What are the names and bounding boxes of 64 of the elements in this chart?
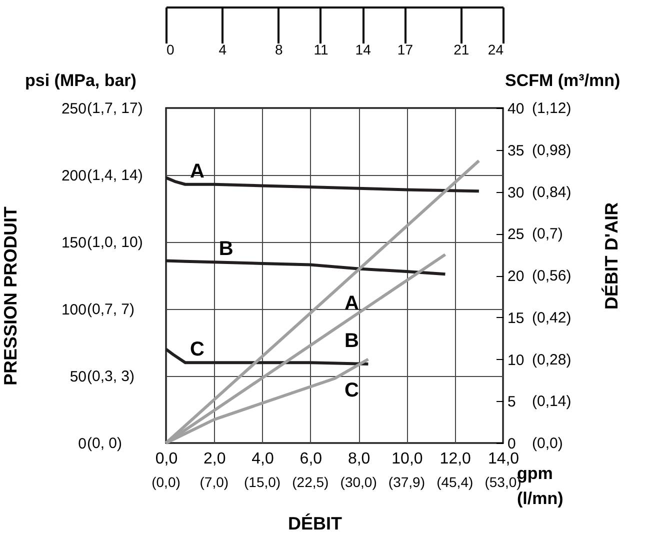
text: (15,0) <box>244 474 281 490</box>
text: (0,56) <box>532 268 572 284</box>
text: (0,0) <box>152 474 180 490</box>
x-tick-label: 12,0 <box>440 450 472 468</box>
x2-tick-label: 14 <box>355 42 372 58</box>
y2-axis-title: DÉBIT D'AIR <box>602 202 622 310</box>
text: (0,84) <box>532 184 572 201</box>
y-tick-label: 0 <box>78 436 86 452</box>
text: (45,4) <box>436 474 474 490</box>
text: SCFM (m³/mn) <box>505 71 620 90</box>
y-axis-title: PRESSION PRODUIT <box>0 206 20 386</box>
text: (37,9) <box>388 474 426 490</box>
x2-tick-label: 4 <box>218 42 227 58</box>
x2-tick-label: 0 <box>166 42 174 58</box>
text: (0,7) <box>532 226 563 243</box>
x-tick-label: 0,0 <box>155 450 178 468</box>
x-tick-label: 14,0 <box>488 450 520 468</box>
text: (0,14) <box>532 393 572 410</box>
text: (l/mn) <box>517 489 564 508</box>
series-label: B <box>344 330 359 352</box>
x-tick-label: 10,0 <box>392 450 423 468</box>
y2-tick-label: 40 <box>508 100 524 118</box>
x2-tick-label: 17 <box>397 42 414 58</box>
y2-tick-label: 35 <box>508 142 524 160</box>
y2-tick-label: 20 <box>508 268 524 285</box>
text: (1,4, 14) <box>87 167 143 184</box>
y2-tick-label: 15 <box>508 310 524 327</box>
text: (1,0, 10) <box>87 234 143 251</box>
y-tick-label: 50 <box>70 368 86 386</box>
y-tick-label: 150 <box>61 234 86 252</box>
text: psi (MPa, bar) <box>25 71 136 90</box>
y-tick-label: 100 <box>61 302 86 318</box>
series-label: B <box>218 238 234 260</box>
y-tick-label: 250 <box>61 100 86 118</box>
x-tick-label: 8,0 <box>348 450 370 468</box>
text: (30,0) <box>340 474 377 490</box>
series-label: C <box>344 380 359 402</box>
x-tick-label: 2,0 <box>204 450 226 468</box>
text: (0,3, 3) <box>87 368 135 385</box>
text: (7,0) <box>200 474 229 490</box>
x-tick-label: 6,0 <box>300 450 322 468</box>
y-tick-label: 200 <box>61 168 86 184</box>
series-label: A <box>344 292 359 314</box>
x2-tick-label: 24 <box>488 42 504 58</box>
text: (1,7, 17) <box>87 100 143 117</box>
text: (0,28) <box>532 351 572 368</box>
x-axis-title: DÉBIT <box>288 514 342 534</box>
text: (0,98) <box>532 142 572 159</box>
x2-tick-label: 21 <box>454 42 470 58</box>
text: (22,5) <box>292 474 329 490</box>
text: (0,42) <box>532 309 572 326</box>
y2-tick-label: 0 <box>508 436 516 452</box>
x2-tick-label: 11 <box>314 42 328 58</box>
text: (0,7, 7) <box>87 301 135 318</box>
y2-tick-label: 10 <box>508 352 524 369</box>
x2-tick-label: 8 <box>274 42 283 58</box>
y2-tick-label: 5 <box>508 394 516 411</box>
series-label: C <box>190 338 204 361</box>
text: (1,12) <box>532 100 572 117</box>
text: (0,0) <box>532 435 563 452</box>
text: (0, 0) <box>87 435 122 452</box>
x-tick-label: 4,0 <box>252 450 274 468</box>
y2-tick-label: 25 <box>508 226 524 244</box>
y2-tick-label: 30 <box>508 184 524 202</box>
